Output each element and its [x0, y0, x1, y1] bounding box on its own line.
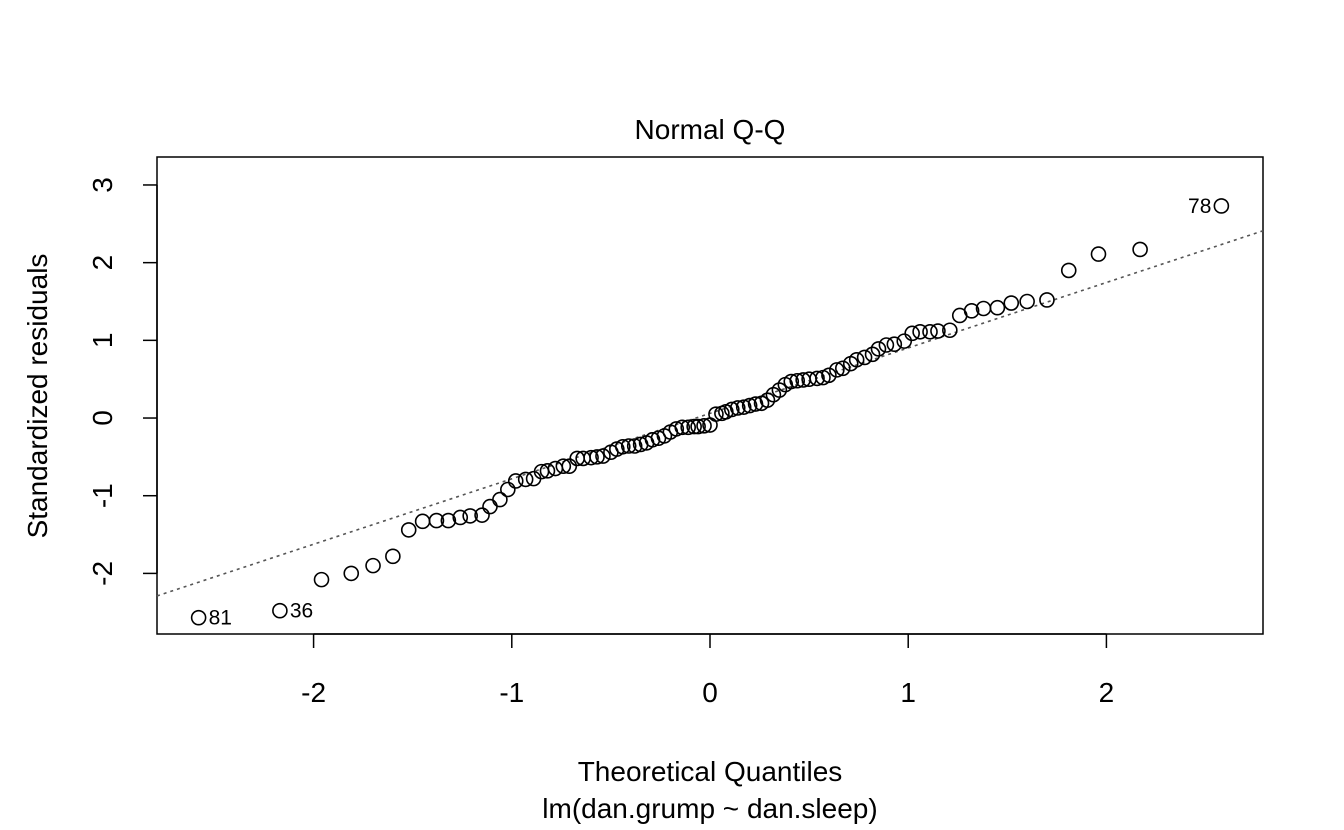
data-point [724, 401, 740, 418]
data-point [385, 548, 401, 565]
data-point [904, 325, 920, 342]
data-point [474, 507, 490, 523]
data-point [690, 418, 706, 435]
data-point [492, 491, 508, 508]
x-tick-label: -2 [301, 677, 326, 708]
data-point [834, 360, 851, 377]
data-point [886, 336, 903, 353]
y-axis: -2 -1 0 1 2 3 [87, 177, 158, 586]
data-point [930, 323, 946, 339]
chart-title: Normal Q-Q [635, 114, 786, 145]
data-point [848, 351, 865, 368]
data-point [272, 602, 288, 619]
data-point [500, 481, 516, 498]
point-label: 36 [290, 600, 313, 623]
y-tick-label: 1 [87, 333, 118, 349]
y-tick-label: -2 [87, 561, 118, 586]
data-point [555, 458, 572, 474]
reference-line-layer [156, 230, 1264, 597]
x-tick-label: 1 [900, 677, 916, 708]
point-label: 81 [209, 607, 232, 630]
data-point [583, 449, 599, 466]
data-point [452, 509, 469, 526]
data-point [856, 349, 873, 366]
data-point [561, 458, 578, 474]
data-point [1060, 262, 1077, 279]
data-point [735, 399, 752, 415]
data-point [343, 565, 360, 582]
x-axis-label: Theoretical Quantiles [578, 756, 843, 787]
data-point [1019, 293, 1035, 310]
data-point [626, 438, 643, 454]
data-point [539, 463, 556, 479]
data-point [708, 406, 724, 422]
data-point [517, 471, 534, 488]
chart-subtitle: lm(dan.grump ~ dan.sleep) [542, 793, 877, 824]
y-tick-label: 0 [87, 410, 118, 426]
y-tick-label: -1 [87, 483, 118, 508]
data-point [1213, 198, 1230, 214]
data-point [741, 397, 758, 414]
y-tick-label: 2 [87, 255, 118, 271]
data-point [696, 417, 712, 434]
data-point [759, 392, 776, 408]
data-point [829, 362, 845, 378]
data-point [789, 372, 806, 389]
data-point [674, 419, 691, 436]
data-point [190, 609, 207, 626]
data-point [313, 571, 330, 588]
data-point [1039, 292, 1055, 308]
data-point [365, 557, 381, 574]
data-point [428, 512, 445, 529]
data-point [462, 508, 478, 524]
data-point [686, 418, 702, 435]
data-point [783, 373, 800, 390]
x-tick-label: -1 [499, 677, 524, 708]
data-point [440, 512, 457, 529]
x-tick-label: 0 [702, 677, 718, 708]
data-point [589, 449, 605, 465]
data-point [1090, 246, 1107, 262]
data-point [1003, 295, 1020, 311]
data-point [729, 400, 746, 416]
data-point [864, 346, 881, 363]
reference-line [156, 230, 1264, 597]
data-point [942, 322, 958, 339]
data-point [507, 473, 524, 489]
data-point [821, 367, 837, 384]
data-point [1132, 241, 1148, 258]
data-point [878, 337, 895, 353]
x-axis: -2 -1 0 1 2 [301, 633, 1115, 708]
data-point [668, 421, 685, 437]
data-point [870, 341, 887, 357]
y-tick-label: 3 [87, 177, 118, 193]
data-point [896, 333, 913, 349]
x-tick-label: 2 [1099, 677, 1115, 708]
data-point [400, 522, 417, 538]
point-label: 78 [1188, 195, 1211, 218]
data-point [680, 419, 696, 436]
data-point [912, 323, 928, 340]
point-labels-layer: 81 36 78 [209, 195, 1212, 630]
y-axis-label: Standardized residuals [22, 254, 53, 539]
data-point [809, 370, 825, 387]
data-point [771, 382, 788, 398]
data-point [595, 448, 611, 464]
data-point [620, 438, 637, 454]
points-layer [190, 198, 1230, 626]
data-point [989, 299, 1006, 316]
data-point [922, 323, 938, 340]
data-point [614, 438, 631, 455]
data-point [963, 303, 980, 319]
